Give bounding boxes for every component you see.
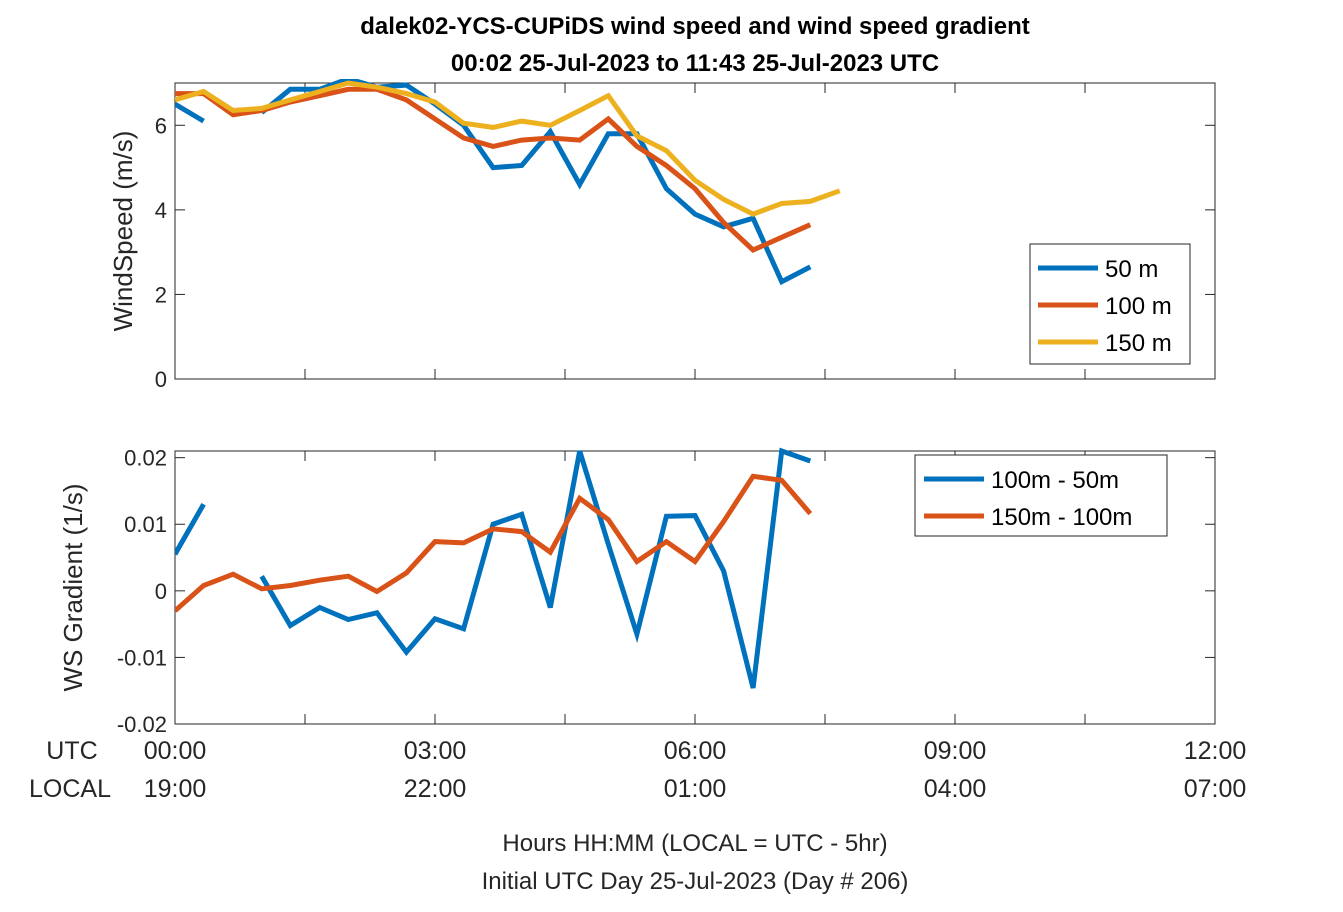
x-tick-label-utc: 09:00 xyxy=(924,737,987,765)
wind-speed-panel: 0 2 4 6 WindSpeed (m/s) 50 m 100 m 150 m xyxy=(108,79,1216,392)
y-axis-label: WindSpeed (m/s) xyxy=(108,131,138,332)
x-tick-label-utc: 00:00 xyxy=(144,737,207,765)
series-line-150-m xyxy=(175,80,841,217)
y-tick-label: 0.02 xyxy=(124,446,167,471)
series-line-150m-100m xyxy=(175,473,813,613)
legend: 50 m 100 m 150 m xyxy=(1029,243,1191,365)
local-row-label: LOCAL xyxy=(29,775,111,803)
y-tick-label: 6 xyxy=(155,113,167,138)
wind-speed-gradient-panel: -0.02 -0.01 0 0.01 0.02 WS Gradient (1/s) 100m… xyxy=(58,446,1216,737)
y-tick-label: -0.02 xyxy=(117,712,167,737)
x-tick-label-local: 04:00 xyxy=(924,775,987,803)
x-axis-label-line-2: Initial UTC Day 25-Jul-2023 (Day # 206) xyxy=(482,868,909,895)
legend-entry: 100m - 50m xyxy=(991,467,1119,494)
series-line-100m-50m xyxy=(175,447,812,689)
legend-box xyxy=(914,454,1168,537)
chart-title-line-2: 00:02 25-Jul-2023 to 11:43 25-Jul-2023 U… xyxy=(451,50,939,77)
x-tick-label-local: 07:00 xyxy=(1184,775,1247,803)
y-tick-label: -0.01 xyxy=(117,645,167,670)
legend-entry: 50 m xyxy=(1105,256,1158,283)
x-tick-label-local: 01:00 xyxy=(664,775,727,803)
y-axis-label: WS Gradient (1/s) xyxy=(58,483,88,691)
series-line-50-m xyxy=(175,79,812,286)
chart-title-line-1: dalek02-YCS-CUPiDS wind speed and wind s… xyxy=(360,13,1029,40)
utc-row-label: UTC xyxy=(46,737,97,765)
y-tick-label: 4 xyxy=(155,198,167,223)
legend-entry: 100 m xyxy=(1105,293,1172,320)
legend-entry: 150m - 100m xyxy=(991,504,1132,531)
x-tick-label-utc: 03:00 xyxy=(404,737,467,765)
x-tick-labels: 00:00 19:00 03:00 22:00 06:00 01:00 09:00 04:00… xyxy=(144,737,1247,803)
x-tick-label-utc: 06:00 xyxy=(664,737,727,765)
x-tick-label-local: 22:00 xyxy=(404,775,467,803)
y-tick-label: 0.01 xyxy=(124,512,167,537)
legend: 100m - 50m 150m - 100m xyxy=(914,454,1168,537)
y-tick-label: 2 xyxy=(155,282,167,307)
x-tick-label-utc: 12:00 xyxy=(1184,737,1247,765)
legend-entry: 150 m xyxy=(1105,330,1172,357)
y-tick-label: 0 xyxy=(155,579,167,604)
x-tick-label-local: 19:00 xyxy=(144,775,207,803)
y-tick-label: 0 xyxy=(155,367,167,392)
x-axis-label-line-1: Hours HH:MM (LOCAL = UTC - 5hr) xyxy=(502,830,887,857)
